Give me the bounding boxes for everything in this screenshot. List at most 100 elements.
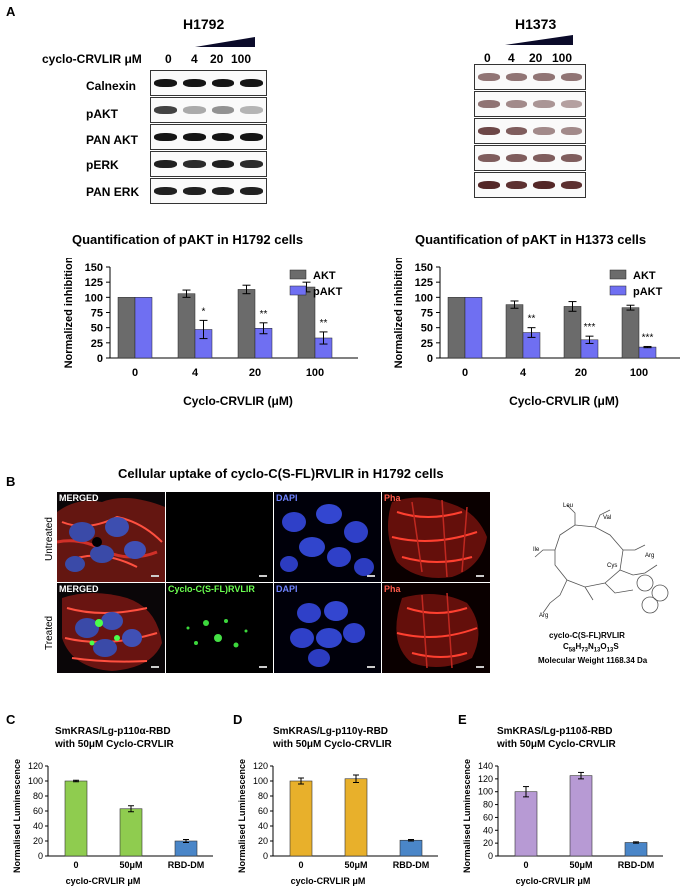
conc-h1373-100: 100 [552,51,573,65]
x-tick-label: 0 [73,860,78,870]
mic-untreated-dapi: DAPI [274,492,381,582]
quant-title-h1373: Quantification of pAKT in H1373 cells [415,232,647,247]
blot-band [182,160,206,168]
blot-band [240,187,263,195]
x-tick-label: 0 [462,367,468,379]
legend-label: pAKT [313,286,343,298]
blot-band [560,181,582,189]
x-tick-label: RBD-DM [393,860,430,870]
legend-swatch [609,285,627,296]
y-tick-label: 25 [421,338,433,350]
bar [64,780,88,857]
blot-band [533,181,555,189]
blot-band [182,106,206,114]
y-tick-label: 100 [85,292,103,304]
legend-label: AKT [633,270,656,282]
conc-h1792-4: 4 [191,52,198,66]
conc-h1792-20: 20 [210,52,224,66]
scale-bar [367,666,375,668]
y-tick-label: 60 [33,806,43,816]
residue-leu: Leu [563,503,573,509]
mic-label-untreated-dapi: DAPI [276,493,298,503]
blot-band [478,181,500,189]
x-axis-label: Cyclo-CRVLIR (μM) [183,394,293,408]
legend-swatch [289,269,307,280]
bar [624,842,648,857]
x-tick-label: 4 [192,367,199,379]
legend-swatch [609,269,627,280]
significance-marker: *** [584,322,596,333]
chemical-structure: Leu Val Ile Arg Cys Arg [533,503,669,619]
y-tick-label: 75 [421,308,433,320]
akt-bar [237,289,256,359]
mic-untreated-pha: Pha [382,492,490,582]
title-gamma-2: with 50μM Cyclo-CRVLIR [273,739,392,750]
blot-label-pan-erk: PAN ERK [86,185,140,199]
y-axis-label: Normalised Luminescence [237,759,247,873]
x-tick-label: RBD-DM [618,860,655,870]
blot-band [478,100,500,108]
residue-arg-2: Arg [539,613,548,619]
y-tick-label: 100 [253,776,268,786]
compound-formula: C58H73N13O13S [563,642,619,654]
bar [344,778,368,857]
significance-marker: ** [260,309,268,320]
x-axis-label: cyclo-CRVLIR μM [516,876,591,886]
scale-bar [259,666,267,668]
blot-band [505,154,527,162]
y-tick-label: 40 [33,821,43,831]
blot-band [505,73,527,81]
mic-untreated-fl [166,492,273,582]
blot-band [478,127,500,135]
title-delta-1: SmKRAS/Lg-p110δ-RBD [497,726,613,737]
pakt-bar [464,297,483,359]
y-tick-label: 60 [483,812,493,822]
row-label-untreated: Untreated [44,517,55,561]
pakt-bar [638,346,657,359]
significance-marker: * [202,306,206,317]
x-axis-label: Cyclo-CRVLIR (μM) [509,394,619,408]
conc-h1792-0: 0 [165,52,172,66]
mic-treated-dapi: DAPI [274,583,381,673]
blot-row-0 [474,64,586,90]
scale-bar [476,666,484,668]
mic-treated-fl: Cyclo-C(S-FL)RVLIR [166,583,273,673]
panel-letter-a: A [6,4,16,19]
chart-quant-h1792: 0 25 50 75 100 125 150 Normalized inhibition 0 * 4… [63,258,358,408]
akt-bar [177,293,196,359]
blot-band [154,160,177,168]
y-tick-label: 100 [28,776,43,786]
x-tick-label: 0 [523,860,528,870]
y-tick-label: 120 [478,774,493,784]
dose-wedge-h1792 [195,37,255,47]
y-tick-label: 60 [258,806,268,816]
scale-bar [367,575,375,577]
x-tick-label: 20 [249,367,261,379]
x-tick-label: 50μM [569,860,592,870]
akt-bar [447,297,466,359]
title-alpha-1: SmKRAS/Lg-p110α-RBD [55,726,171,737]
x-tick-label: 100 [630,367,648,379]
legend-swatch [289,285,307,296]
mic-label-untreated-merged: MERGED [59,493,99,503]
blot-band [478,73,500,81]
title-alpha-2: with 50μM Cyclo-CRVLIR [55,739,174,750]
blot-band [533,127,555,135]
blot-row-1 [474,91,586,117]
y-tick-label: 0 [97,353,103,365]
blot-band [505,127,527,135]
mic-label-treated-merged: MERGED [59,584,99,594]
conc-h1373-20: 20 [529,51,543,65]
blot-band [211,187,235,195]
row-label-treated: Treated [44,615,55,650]
y-tick-label: 150 [415,262,433,274]
mic-label-treated-fl: Cyclo-C(S-FL)RVLIR [168,584,255,594]
legend-label: AKT [313,270,336,282]
blot-row-3 [474,145,586,171]
x-axis-label: cyclo-CRVLIR μM [66,876,141,886]
residue-ile: Ile [533,547,540,553]
conc-h1792-100: 100 [231,52,252,66]
pakt-bar [134,297,153,359]
blot-band [560,73,582,81]
scale-bar [151,666,159,668]
